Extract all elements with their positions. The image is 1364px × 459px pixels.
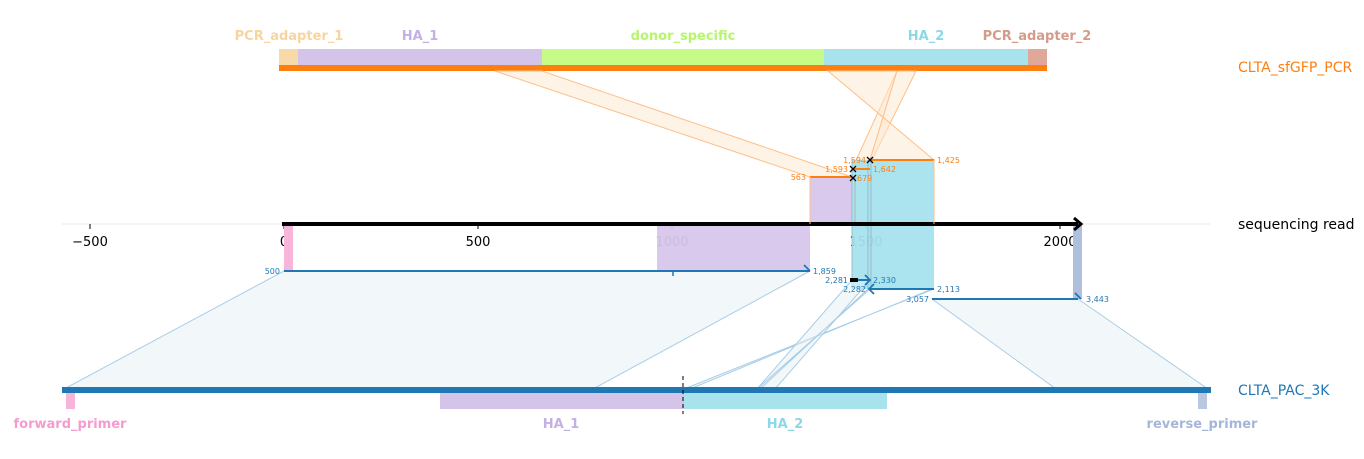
bottom-aln-marker (850, 278, 858, 282)
block-forward-primer[interactable] (284, 224, 293, 271)
bottom-aln-arrow (867, 283, 875, 295)
bottom-aln-arrow (864, 274, 872, 286)
top-alignments: 563 1,593 1,642 1,594 679 1,425 (791, 156, 960, 224)
feature-reverse-primer[interactable] (1198, 393, 1207, 409)
feature-ha-2-top[interactable] (824, 49, 1028, 65)
bottom-alignments: 500 1,859 2,281 2,330 2,282 2,113 3,057 … (265, 264, 1109, 304)
block-ha-2-lower[interactable] (852, 224, 934, 289)
feature-label-pcr-adapter-1: PCR_adapter_1 (235, 29, 344, 44)
top-aln-coord: 679 (857, 174, 872, 183)
read-axis: −500 0 500 1000 1500 2000 (62, 223, 1210, 250)
bottom-aln-coord: 2,281 (825, 276, 848, 285)
feature-ha-1-top[interactable] (298, 49, 542, 65)
bottom-aln-coord: 500 (265, 267, 280, 276)
top-aln-marker (849, 174, 857, 182)
top-alignment-connectors (494, 70, 936, 178)
top-aln-coord: 563 (791, 173, 806, 182)
bottom-connector-4 (755, 279, 872, 390)
feature-label-forward-primer: forward_primer (14, 417, 128, 432)
block-reverse-primer[interactable] (1073, 224, 1082, 299)
bottom-reference-name: CLTA_PAC_3K (1238, 383, 1330, 399)
bottom-reference-bar[interactable] (62, 387, 1211, 393)
feature-ha-1-bottom[interactable] (440, 393, 684, 409)
feature-label-ha-1-bottom: HA_1 (543, 417, 580, 432)
feature-ha-2-bottom[interactable] (684, 393, 887, 409)
bottom-connector-5 (755, 288, 872, 390)
top-reference-name: CLTA_sfGFP_PCR (1238, 60, 1352, 76)
feature-label-pcr-adapter-2: PCR_adapter_2 (983, 29, 1092, 44)
block-ha-1-upper[interactable] (810, 177, 852, 224)
bottom-aln-arrow (1074, 292, 1082, 300)
top-aln-marker (849, 165, 857, 173)
bottom-aln-coord: 1,859 (813, 267, 836, 276)
bottom-aln-coord: 3,057 (906, 295, 929, 304)
block-ha-2-upper[interactable] (852, 160, 934, 224)
bottom-aln-coord: 3,443 (1086, 295, 1109, 304)
top-aln-coord: 1,642 (873, 165, 896, 174)
feature-label-ha-2-bottom: HA_2 (767, 417, 804, 432)
read-arrow-head (1073, 216, 1084, 232)
feature-forward-primer[interactable] (66, 393, 75, 409)
feature-pcr-adapter-1[interactable] (279, 49, 298, 65)
bottom-aln-coord: 2,113 (937, 285, 960, 294)
top-aln-coord: 1,425 (937, 156, 960, 165)
top-aln-coord: 1,593 (825, 165, 848, 174)
bottom-aln-coord: 2,282 (843, 285, 866, 294)
top-connector-3 (826, 70, 936, 161)
tick-label: −500 (72, 235, 108, 250)
top-reference-bar[interactable] (279, 65, 1047, 71)
bottom-aln-coord: 2,330 (873, 276, 896, 285)
read-blocks (284, 160, 1082, 299)
tick-label: 500 (466, 235, 491, 250)
feature-label-ha-2-top: HA_2 (908, 29, 945, 44)
tick-label: 2000 (1043, 235, 1076, 250)
sequencing-read[interactable]: sequencing read (282, 216, 1354, 233)
feature-label-ha-1-top: HA_1 (402, 29, 439, 44)
bottom-reference: forward_primer HA_1 HA_2 reverse_primer … (14, 376, 1330, 432)
feature-donor-specific[interactable] (542, 49, 824, 65)
feature-label-donor-specific: donor_specific (631, 29, 736, 44)
bottom-aln-arrow (803, 264, 811, 272)
feature-pcr-adapter-2[interactable] (1028, 49, 1047, 65)
top-reference: PCR_adapter_1 HA_1 donor_specific HA_2 P… (235, 29, 1353, 76)
bottom-connector-1 (63, 270, 811, 390)
read-name: sequencing read (1238, 217, 1354, 233)
feature-label-reverse-primer: reverse_primer (1147, 417, 1259, 432)
top-aln-coord: 1,594 (843, 156, 866, 165)
bottom-connector-2 (930, 298, 1210, 390)
block-ha-1-lower[interactable] (657, 224, 810, 271)
bottom-alignment-connectors (63, 270, 1210, 390)
top-connector-1 (494, 70, 853, 178)
top-aln-marker (866, 156, 874, 164)
